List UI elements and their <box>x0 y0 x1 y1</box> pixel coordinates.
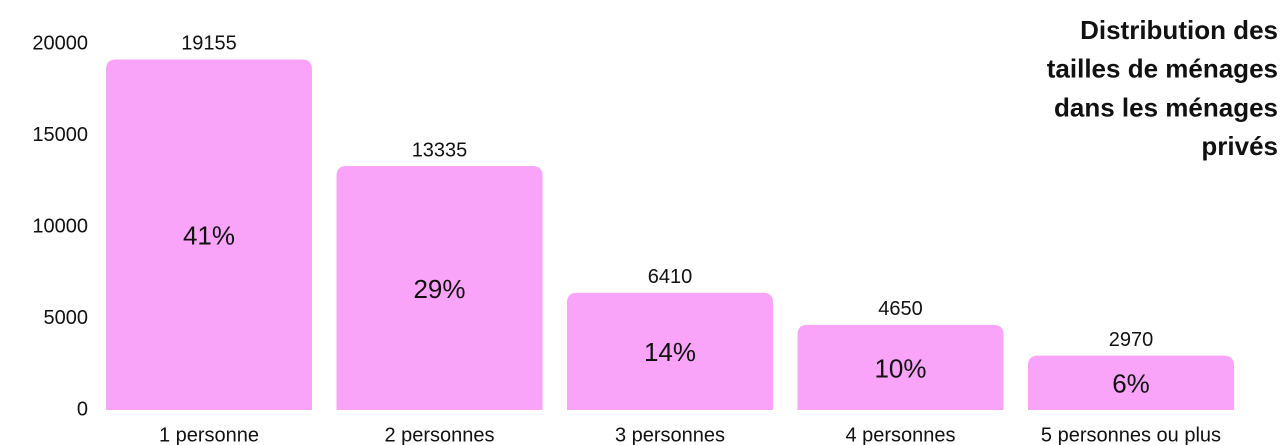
x-tick-label: 5 personnes ou plus <box>1041 424 1221 445</box>
value-label: 13335 <box>412 139 468 161</box>
percent-label: 41% <box>183 221 235 251</box>
y-tick-label: 20000 <box>32 32 88 54</box>
chart-title: tailles de ménages <box>1047 54 1278 84</box>
percent-label: 29% <box>413 274 465 304</box>
bar <box>1028 355 1234 410</box>
x-tick-label: 3 personnes <box>615 424 725 445</box>
value-label: 19155 <box>181 33 237 55</box>
chart-title: privés <box>1201 131 1278 161</box>
y-tick-label: 0 <box>77 398 88 420</box>
bar <box>336 165 543 410</box>
value-label: 2970 <box>1109 329 1154 351</box>
value-label: 4650 <box>878 298 923 320</box>
x-tick-label: 4 personnes <box>845 424 955 445</box>
bar <box>106 59 312 410</box>
bar <box>797 324 1004 410</box>
bar <box>567 292 773 410</box>
y-tick-label: 10000 <box>32 215 88 237</box>
value-label: 6410 <box>648 266 693 288</box>
percent-label: 14% <box>644 337 696 367</box>
percent-label: 6% <box>1112 369 1150 399</box>
chart-title: Distribution des <box>1080 15 1278 45</box>
y-tick-label: 15000 <box>32 124 88 146</box>
x-tick-label: 1 personne <box>159 424 259 445</box>
percent-label: 10% <box>874 353 926 383</box>
y-tick-label: 5000 <box>44 307 89 329</box>
chart-title: dans les ménages <box>1054 92 1278 122</box>
x-tick-label: 2 personnes <box>384 424 494 445</box>
